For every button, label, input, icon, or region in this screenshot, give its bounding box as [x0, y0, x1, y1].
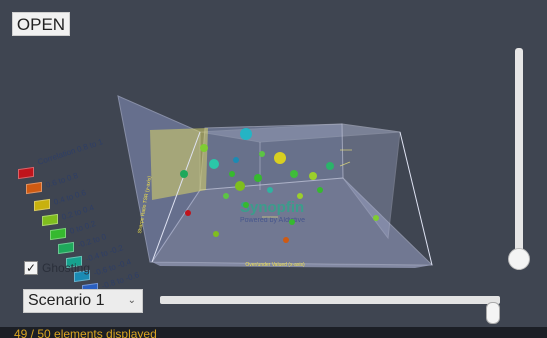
data-points[interactable] [180, 128, 379, 243]
status-text: 49 / 50 elements displayed [14, 327, 157, 338]
data-sphere[interactable] [297, 193, 303, 199]
status-bar: 49 / 50 elements displayed [0, 327, 547, 338]
timeline-slider-track[interactable] [160, 296, 500, 304]
data-sphere[interactable] [200, 144, 208, 152]
data-sphere[interactable] [309, 172, 317, 180]
data-sphere[interactable] [283, 237, 289, 243]
scenario-select[interactable]: Scenario 1 ⌄ [23, 289, 143, 313]
watermark-brand: Synopfin [240, 199, 304, 216]
x-axis-title: Over/under Valued (x-axis) [245, 262, 305, 268]
data-sphere[interactable] [180, 170, 188, 178]
data-sphere[interactable] [235, 181, 245, 191]
data-sphere[interactable] [259, 151, 265, 157]
data-sphere[interactable] [240, 128, 252, 140]
data-sphere[interactable] [290, 170, 298, 178]
vertical-slider[interactable] [508, 48, 530, 270]
data-sphere[interactable] [326, 162, 334, 170]
timeline-slider[interactable] [160, 294, 500, 324]
chevron-down-icon: ⌄ [127, 295, 136, 306]
scenario-selected-value: Scenario 1 [28, 292, 105, 309]
data-sphere[interactable] [254, 174, 262, 182]
open-button[interactable]: OPEN [12, 12, 70, 36]
ghosting-label: Ghosting [42, 261, 91, 275]
data-sphere[interactable] [289, 219, 295, 225]
data-sphere[interactable] [223, 193, 229, 199]
data-sphere[interactable] [213, 231, 219, 237]
data-sphere[interactable] [209, 159, 219, 169]
data-sphere[interactable] [274, 152, 286, 164]
vertical-slider-track[interactable] [515, 48, 523, 270]
data-sphere[interactable] [185, 210, 191, 216]
data-sphere[interactable] [373, 215, 379, 221]
data-sphere[interactable] [267, 187, 273, 193]
data-sphere[interactable] [317, 187, 323, 193]
data-sphere[interactable] [229, 171, 235, 177]
watermark-tagline: Powered by AIdictive [240, 217, 305, 224]
data-sphere[interactable] [233, 157, 239, 163]
data-sphere[interactable] [243, 202, 249, 208]
vertical-slider-thumb[interactable] [508, 248, 530, 270]
ghosting-checkbox[interactable]: ✓ [24, 261, 38, 275]
timeline-slider-thumb[interactable] [486, 302, 500, 324]
